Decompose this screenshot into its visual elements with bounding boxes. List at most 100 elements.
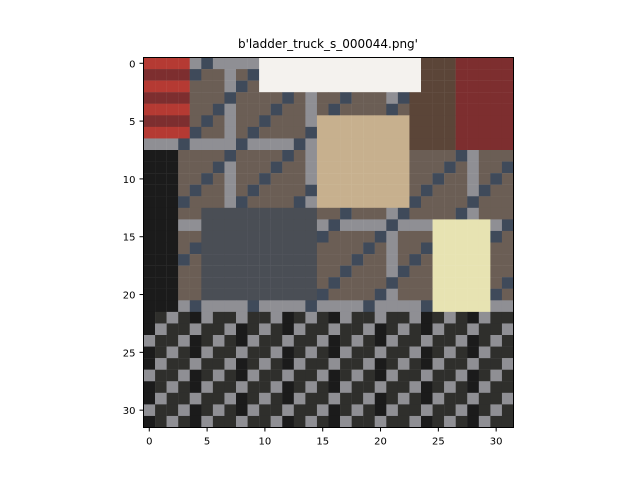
image-pixel: [201, 392, 214, 405]
image-pixel: [340, 92, 352, 104]
image-pixel: [363, 207, 375, 220]
image-pixel: [166, 265, 179, 278]
image-pixel: [501, 300, 514, 313]
image-pixel: [293, 138, 306, 151]
image-pixel: [374, 207, 387, 220]
image-pixel: [212, 57, 225, 70]
image-pixel: [340, 335, 352, 347]
image-pixel: [386, 219, 399, 232]
image-pixel: [247, 126, 260, 139]
image-pixel: [270, 323, 283, 336]
image-pixel: [178, 323, 190, 336]
image-pixel: [409, 346, 422, 359]
tick-label: 30: [490, 437, 503, 448]
image-pixel: [259, 300, 271, 313]
image-pixel: [143, 126, 156, 139]
image-pixel: [467, 381, 480, 394]
image-pixel: [490, 80, 503, 93]
image-pixel: [340, 323, 352, 336]
image-pixel: [282, 242, 295, 255]
image-pixel: [259, 311, 271, 324]
image-pixel: [316, 265, 329, 278]
image-pixel: [166, 381, 179, 394]
image-pixel: [328, 115, 341, 128]
image-pixel: [282, 346, 295, 359]
image-pixel: [478, 196, 491, 209]
image-pixel: [143, 311, 156, 324]
image-pixel: [374, 103, 387, 116]
image-pixel: [340, 265, 352, 278]
image-pixel: [478, 103, 491, 116]
image-pixel: [421, 277, 433, 289]
image-pixel: [212, 242, 225, 255]
image-pixel: [293, 254, 306, 266]
image-pixel: [328, 69, 341, 81]
image-pixel: [397, 184, 410, 197]
image-pixel: [478, 358, 491, 370]
image-pixel: [224, 138, 237, 151]
image-pixel: [467, 69, 480, 81]
image-pixel: [212, 311, 225, 324]
image-pixel: [478, 381, 491, 394]
image-pixel: [478, 69, 491, 81]
image-pixel: [270, 254, 283, 266]
image-pixel: [397, 277, 410, 289]
image-pixel: [409, 254, 422, 266]
image-pixel: [316, 69, 329, 81]
image-pixel: [189, 346, 202, 359]
image-pixel: [155, 207, 167, 220]
image-pixel: [455, 323, 468, 336]
image-pixel: [432, 115, 445, 128]
image-pixel: [143, 358, 156, 370]
image-pixel: [455, 92, 468, 104]
image-pixel: [236, 415, 248, 428]
image-pixel: [293, 392, 306, 405]
image-pixel: [143, 80, 156, 93]
image-pixel: [224, 265, 237, 278]
image-pixel: [432, 335, 445, 347]
image-pixel: [490, 242, 503, 255]
image-pixel: [328, 92, 341, 104]
image-pixel: [247, 265, 260, 278]
image-pixel: [189, 277, 202, 289]
image-pixel: [432, 392, 445, 405]
image-pixel: [282, 288, 295, 301]
image-pixel: [316, 115, 329, 128]
image-pixel: [421, 254, 433, 266]
image-pixel: [386, 69, 399, 81]
tick-label: 20: [123, 291, 136, 302]
image-pixel: [224, 335, 237, 347]
image-pixel: [236, 277, 248, 289]
image-pixel: [189, 138, 202, 151]
image-pixel: [421, 323, 433, 336]
image-pixel: [143, 288, 156, 301]
image-pixel: [201, 219, 214, 232]
image-pixel: [455, 415, 468, 428]
image-pixel: [340, 381, 352, 394]
image-pixel: [259, 265, 271, 278]
image-pixel: [351, 103, 364, 116]
tick-label: 10: [259, 437, 272, 448]
image-pixel: [189, 254, 202, 266]
image-pixel: [351, 184, 364, 197]
image-pixel: [444, 265, 456, 278]
image-pixel: [166, 173, 179, 185]
image-pixel: [143, 184, 156, 197]
image-pixel: [397, 323, 410, 336]
image-pixel: [212, 392, 225, 405]
image-pixel: [409, 80, 422, 93]
image-pixel: [444, 173, 456, 185]
image-pixel: [409, 300, 422, 313]
image-pixel: [201, 92, 214, 104]
image-pixel: [236, 311, 248, 324]
image-pixel: [363, 358, 375, 370]
image-pixel: [340, 161, 352, 174]
image-pixel: [270, 415, 283, 428]
image-pixel: [155, 288, 167, 301]
image-pixel: [293, 219, 306, 232]
image-pixel: [189, 161, 202, 174]
image-pixel: [166, 115, 179, 128]
image-pixel: [386, 415, 399, 428]
image-pixel: [201, 115, 214, 128]
image-pixel: [444, 254, 456, 266]
